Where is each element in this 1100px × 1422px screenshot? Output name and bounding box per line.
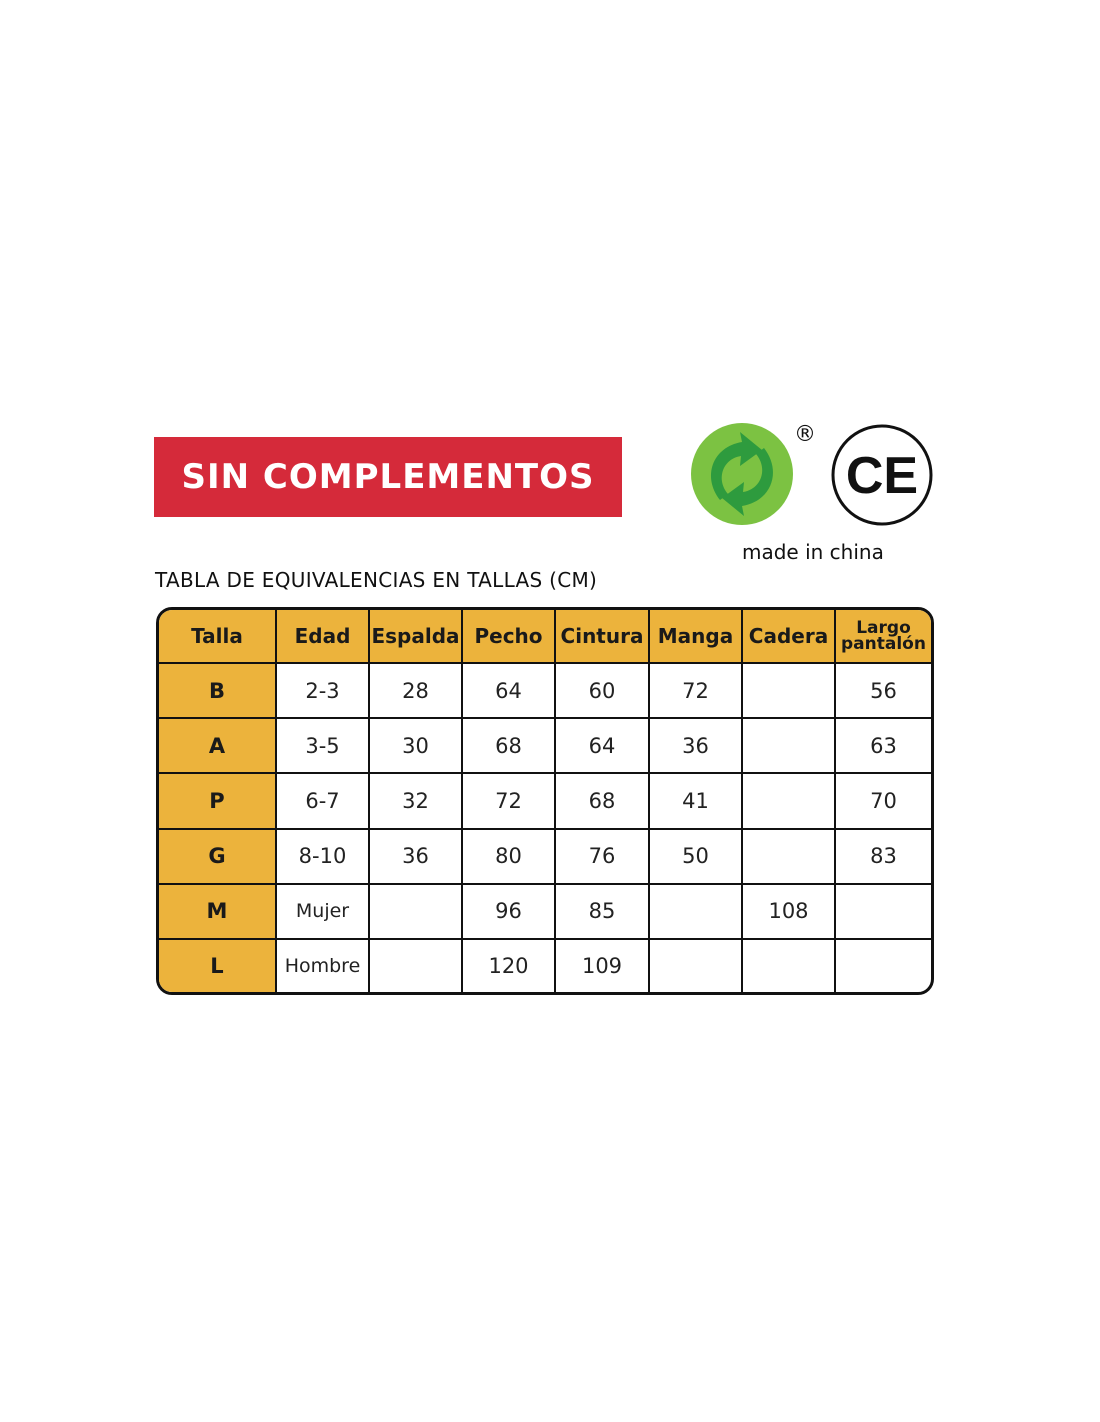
value-cell: 76 [554,827,650,885]
value-cell [368,937,463,992]
value-cell: 36 [368,827,463,885]
size-cell: L [159,937,277,992]
table-row: B 2-3 28 64 60 72 56 [159,661,931,720]
column-header: Cintura [554,610,650,664]
value-cell: 72 [461,772,556,830]
value-cell: 120 [461,937,556,992]
size-cell: G [159,827,277,885]
value-cell: 3-5 [275,717,370,775]
value-cell [834,882,931,940]
value-cell: 72 [648,661,743,720]
column-header: Manga [648,610,743,664]
size-cell: A [159,717,277,775]
size-cell: B [159,661,277,720]
value-cell [368,882,463,940]
value-cell: 109 [554,937,650,992]
value-cell: 108 [741,882,836,940]
value-cell: 68 [461,717,556,775]
value-cell: 64 [461,661,556,720]
registered-mark: ® [794,422,816,447]
value-cell: 85 [554,882,650,940]
value-cell [648,882,743,940]
sin-complementos-banner: SIN COMPLEMENTOS [154,437,622,517]
green-dot-recycling-icon [691,423,793,525]
ce-label: CE [846,447,918,505]
ce-mark-icon: CE [831,424,933,526]
value-cell [834,937,931,992]
value-cell: 80 [461,827,556,885]
value-cell: 83 [834,827,931,885]
value-cell: 28 [368,661,463,720]
value-cell [741,717,836,775]
table-row: L Hombre 120 109 [159,937,931,992]
value-cell [741,772,836,830]
value-cell: 68 [554,772,650,830]
value-cell: 70 [834,772,931,830]
size-cell: P [159,772,277,830]
size-cell: M [159,882,277,940]
table-title: TABLA DE EQUIVALENCIAS EN TALLAS (CM) [155,568,598,592]
banner-label: SIN COMPLEMENTOS [181,457,595,497]
value-cell: 36 [648,717,743,775]
table-row: A 3-5 30 68 64 36 63 [159,717,931,775]
value-cell: Hombre [275,937,370,992]
column-header: Largo pantalón [834,610,931,664]
table-row: M Mujer 96 85 108 [159,882,931,940]
value-cell [648,937,743,992]
value-cell: 63 [834,717,931,775]
value-cell: 32 [368,772,463,830]
column-header: Pecho [461,610,556,664]
value-cell [741,827,836,885]
value-cell: 2-3 [275,661,370,720]
table-row: P 6-7 32 72 68 41 70 [159,772,931,830]
value-cell: 50 [648,827,743,885]
value-cell: Mujer [275,882,370,940]
column-header: Talla [159,610,277,664]
value-cell: 56 [834,661,931,720]
value-cell: 30 [368,717,463,775]
made-in-china-label: made in china [742,540,884,564]
value-cell: 60 [554,661,650,720]
column-header: Espalda [368,610,463,664]
column-header: Cadera [741,610,836,664]
value-cell [741,661,836,720]
value-cell: 96 [461,882,556,940]
column-header: Edad [275,610,370,664]
value-cell: 8-10 [275,827,370,885]
table-row: G 8-10 36 80 76 50 83 [159,827,931,885]
value-cell [741,937,836,992]
value-cell: 64 [554,717,650,775]
value-cell: 6-7 [275,772,370,830]
size-table: Talla Edad Espalda Pecho Cintura Manga Cadera L… [156,607,934,995]
value-cell: 41 [648,772,743,830]
